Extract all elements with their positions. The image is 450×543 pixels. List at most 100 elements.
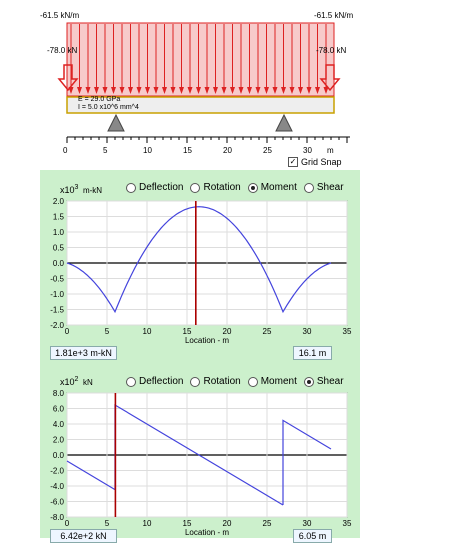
radio-label: Shear bbox=[316, 376, 344, 387]
ruler-label: 30 bbox=[303, 146, 312, 155]
radio-button[interactable] bbox=[247, 182, 258, 193]
y-tick-label: 6.0 bbox=[53, 405, 65, 414]
load-arrow-head bbox=[128, 87, 133, 94]
point-load-right-arrow bbox=[319, 64, 341, 92]
result-curve bbox=[66, 460, 116, 491]
radio-button[interactable] bbox=[190, 376, 201, 387]
load-arrow-head bbox=[247, 87, 252, 94]
y-tick-label: -1.0 bbox=[50, 290, 64, 299]
x-tick-label: 0 bbox=[65, 327, 70, 336]
radio-button[interactable] bbox=[303, 376, 314, 387]
shear-scale-exp: 2 bbox=[74, 376, 79, 383]
ruler-label: 25 bbox=[263, 146, 272, 155]
radio-button[interactable] bbox=[190, 182, 201, 193]
radio-rotation[interactable]: Rotation bbox=[190, 182, 241, 193]
y-tick-label: -2.0 bbox=[50, 467, 64, 476]
y-tick-label: 2.0 bbox=[53, 436, 65, 445]
radio-button[interactable] bbox=[126, 182, 136, 193]
radio-button[interactable] bbox=[126, 376, 136, 387]
radio-moment[interactable]: Moment bbox=[247, 376, 297, 387]
radio-shear[interactable]: Shear bbox=[303, 376, 344, 387]
radio-deflection[interactable]: Deflection bbox=[126, 376, 183, 387]
ruler-ticks bbox=[66, 137, 348, 143]
radio-deflection[interactable]: Deflection bbox=[126, 182, 183, 193]
pin-support-right bbox=[275, 113, 293, 132]
grid-snap-checkbox[interactable]: ✓ bbox=[288, 157, 298, 167]
load-arrow-head bbox=[153, 87, 159, 94]
load-arrow-head bbox=[298, 87, 303, 94]
radio-label: Rotation bbox=[203, 182, 241, 193]
radio-shear[interactable]: Shear bbox=[303, 182, 344, 193]
moment-location-readout: 16.1 m bbox=[293, 346, 332, 360]
radio-label: Moment bbox=[260, 182, 297, 193]
beam-body bbox=[66, 96, 335, 114]
x-tick-label: 35 bbox=[343, 327, 352, 336]
moment-chart[interactable]: 2.0 1.5 1.0 0.5 0.0 -0.5 -1.0 -1.5 -2.00 5 10 15 20 2… bbox=[40, 176, 360, 356]
moment-plot-options: Deflection Rotation Moment Shear bbox=[126, 182, 344, 193]
ruler-label: 5 bbox=[103, 146, 108, 155]
x-tick-label: 5 bbox=[105, 327, 110, 336]
beam-canvas[interactable] bbox=[40, 12, 360, 170]
x-tick-label: 35 bbox=[343, 519, 352, 528]
x-tick-label: 30 bbox=[303, 327, 312, 336]
shear-value-readout: 6.42e+2 kN bbox=[50, 529, 117, 543]
x-tick-label: 0 bbox=[65, 519, 70, 528]
shear-panel: x102 kN Deflection Rotation Moment Shear 8.… bbox=[40, 366, 360, 543]
result-curve bbox=[282, 419, 332, 505]
load-arrow-head bbox=[119, 87, 125, 94]
load-right-label: -61.5 kN/m bbox=[314, 11, 354, 20]
load-arrow-head bbox=[162, 87, 167, 94]
load-arrow-head bbox=[94, 87, 99, 94]
radio-label: Deflection bbox=[139, 182, 184, 193]
load-arrow-head bbox=[204, 87, 210, 94]
moment-scale-label: x103 m-kN bbox=[60, 183, 102, 196]
load-arrow-head bbox=[289, 87, 295, 94]
load-arrow-head bbox=[145, 87, 150, 94]
load-left-label: -61.5 kN/m bbox=[40, 11, 80, 20]
y-tick-label: 0.0 bbox=[53, 259, 65, 268]
moment-scale-exp: 3 bbox=[74, 184, 79, 191]
shear-chart[interactable]: 8.0 6.0 4.0 2.0 0.0 -2.0 -4.0 -6.0 -8.00 5 10 15 20 2… bbox=[40, 366, 360, 538]
x-tick-label: 20 bbox=[223, 519, 232, 528]
load-arrow-head bbox=[221, 87, 227, 94]
radio-button[interactable] bbox=[303, 182, 314, 193]
load-arrow-head bbox=[281, 87, 286, 94]
load-arrow-head bbox=[306, 87, 312, 94]
moment-unit-label: m-kN bbox=[82, 186, 103, 195]
radio-label: Deflection bbox=[139, 376, 184, 387]
x-tick-label: 20 bbox=[223, 327, 232, 336]
ruler-label: 10 bbox=[143, 146, 152, 155]
ruler-unit-label: m bbox=[327, 146, 334, 155]
radio-rotation[interactable]: Rotation bbox=[190, 376, 241, 387]
load-arrow-head bbox=[213, 87, 218, 94]
x-tick-label: 10 bbox=[143, 519, 152, 528]
radio-label: Moment bbox=[260, 376, 297, 387]
load-arrow-head bbox=[230, 87, 235, 94]
radio-button[interactable] bbox=[247, 376, 258, 387]
x-axis-label: Location - m bbox=[185, 528, 229, 537]
y-tick-label: 0.5 bbox=[53, 244, 65, 253]
y-tick-label: 2.0 bbox=[53, 197, 65, 206]
load-arrow-head bbox=[238, 87, 244, 94]
y-tick-label: 1.5 bbox=[53, 213, 65, 222]
point-load-left-label: -78.0 kN bbox=[47, 46, 78, 55]
load-arrow-head bbox=[102, 87, 108, 94]
load-arrow-head bbox=[196, 87, 201, 94]
distributed-load-arrows bbox=[68, 24, 329, 94]
y-tick-label: -2.0 bbox=[50, 321, 64, 330]
load-arrow-head bbox=[187, 87, 193, 94]
shear-location-readout: 6.05 m bbox=[293, 529, 332, 543]
moment-panel: x103 m-kN Deflection Rotation Moment Shear … bbox=[40, 176, 360, 360]
ruler-label: 15 bbox=[183, 146, 192, 155]
load-arrow-head bbox=[255, 87, 261, 94]
radio-moment[interactable]: Moment bbox=[247, 182, 297, 193]
y-tick-label: -6.0 bbox=[50, 498, 64, 507]
load-arrow-head bbox=[264, 87, 269, 94]
distributed-load bbox=[66, 22, 335, 97]
x-tick-label: 25 bbox=[263, 519, 272, 528]
y-tick-label: 0.0 bbox=[53, 451, 65, 460]
beam-app: -61.5 kN/m -61.5 kN/m -78.0 kN -78.0 kN … bbox=[40, 11, 360, 543]
grid-snap-toggle[interactable]: ✓ Grid Snap bbox=[288, 157, 342, 167]
point-load-right-label: -78.0 kN bbox=[316, 46, 347, 55]
load-arrow-head bbox=[111, 87, 116, 94]
